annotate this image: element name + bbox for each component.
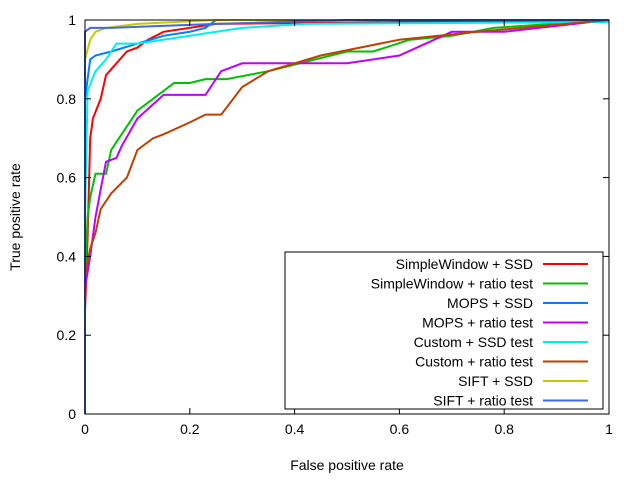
series-line-3 — [84, 19, 610, 289]
legend: SimpleWindow + SSD SimpleWindow + ratio t… — [284, 251, 604, 410]
x-tick-label: 1 — [605, 421, 613, 437]
legend-label: SIFT + ratio test — [433, 393, 533, 409]
series-line-5 — [84, 19, 610, 277]
y-tick-label: 0.4 — [57, 248, 77, 264]
x-tick-label: 0.8 — [494, 421, 514, 437]
y-tick-label: 1 — [68, 12, 76, 28]
legend-box — [284, 251, 604, 410]
y-axis-label: True positive rate — [7, 163, 23, 271]
series-line-4 — [84, 21, 610, 218]
legend-label: Custom + ratio test — [415, 354, 533, 370]
legend-label: SIFT + SSD — [458, 373, 533, 389]
legend-label: MOPS + ratio test — [422, 315, 533, 331]
legend-label: SimpleWindow + ratio test — [371, 276, 533, 292]
y-tick-label: 0 — [68, 406, 76, 422]
y-tick-label: 0.6 — [57, 170, 77, 186]
curves — [84, 19, 610, 414]
x-tick-label: 0.4 — [285, 421, 305, 437]
x-tick-label: 0.6 — [390, 421, 410, 437]
y-tick-label: 0.2 — [57, 327, 77, 343]
legend-label: MOPS + SSD — [447, 295, 533, 311]
x-tick-label: 0.2 — [180, 421, 200, 437]
y-tick-label: 0.8 — [57, 91, 77, 107]
series-line-1 — [84, 19, 610, 285]
x-axis-label: False positive rate — [290, 457, 404, 473]
legend-label: Custom + SSD test — [414, 334, 534, 350]
x-tick-label: 0 — [81, 421, 89, 437]
ticks: 0 0.2 0.4 0.6 0.8 1 0 0.2 0.4 0.6 0.8 1 — [57, 12, 614, 437]
plot-frame — [84, 19, 610, 415]
legend-label: SimpleWindow + SSD — [396, 256, 533, 272]
